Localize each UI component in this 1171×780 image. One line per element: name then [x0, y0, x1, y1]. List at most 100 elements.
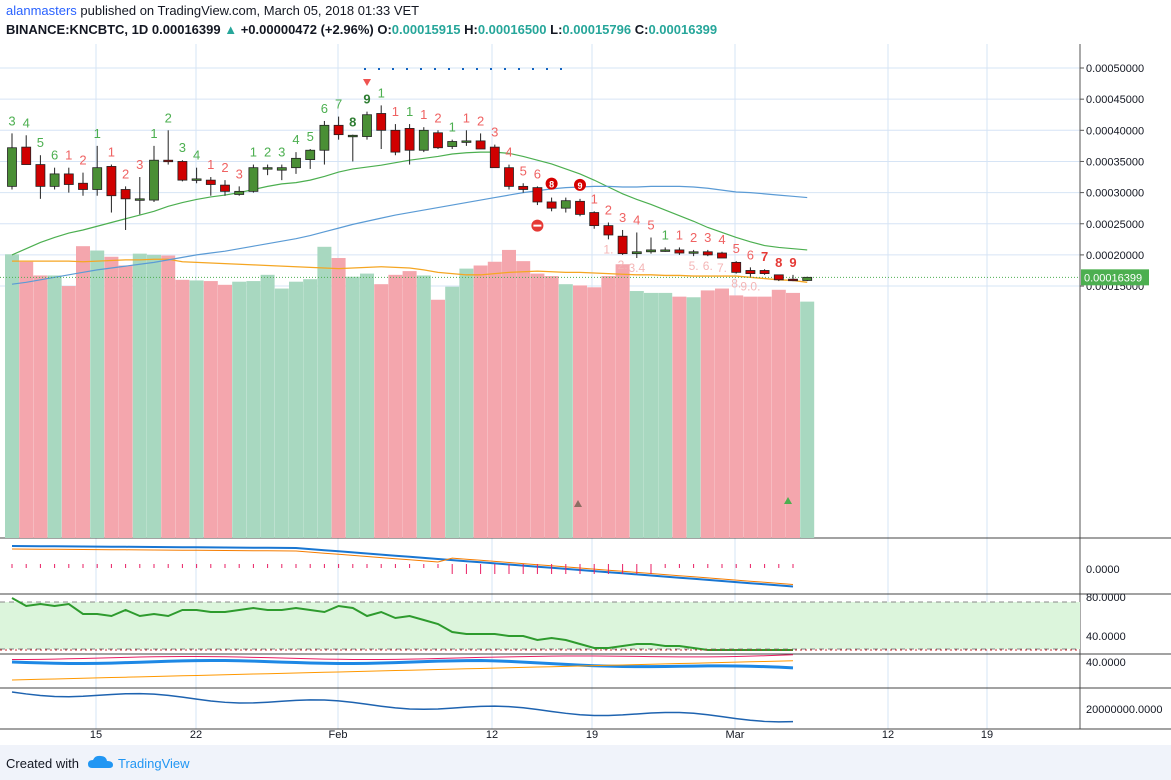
candle-body	[674, 249, 685, 254]
td-count-label: 3	[8, 113, 15, 128]
volume-bar	[473, 265, 488, 538]
td-count-label: 9	[789, 255, 796, 270]
volume-bar	[132, 253, 147, 539]
candle-body	[418, 129, 429, 151]
td-count-label: 5.	[689, 259, 699, 273]
td-count-label: 6	[747, 247, 754, 262]
volume-bar	[672, 296, 687, 538]
price-tick-label: 0.00050000	[1086, 63, 1144, 75]
candles	[7, 105, 813, 282]
candle-body	[78, 182, 88, 190]
open-value: 0.00015915	[391, 22, 461, 37]
volume-bar	[175, 279, 190, 538]
volume-bar	[47, 275, 62, 538]
volume-bar	[189, 280, 204, 538]
td-count-label: 1	[250, 145, 257, 160]
price-change: +0.00000472 (+2.96%)	[240, 22, 374, 37]
symbol-label[interactable]: BINANCE:KNCBTC, 1D	[6, 22, 149, 37]
candle-body	[717, 252, 727, 259]
candle-body	[291, 157, 301, 169]
volume-bar	[317, 246, 332, 538]
candle-body	[177, 161, 188, 181]
td-count-label: 3	[278, 145, 285, 160]
volume-bar	[587, 287, 602, 538]
td-count-label: 1	[591, 191, 598, 206]
volume-bar	[658, 292, 673, 538]
time-axis: 15 22 Feb 12 19 Mar 12 19	[90, 729, 993, 741]
candle-body	[234, 190, 245, 195]
td-count-label: 3	[136, 157, 143, 172]
td-count-label: 4	[505, 145, 512, 160]
volume-bar	[615, 264, 630, 538]
low-label: L:	[550, 22, 563, 37]
td-count-label: 1	[392, 104, 399, 119]
volume-bar	[303, 279, 318, 538]
volume-bar	[232, 281, 247, 538]
candle-body	[773, 274, 784, 281]
td-count-label: 1	[420, 107, 427, 122]
time-tick-label: Feb	[329, 729, 348, 741]
candle-body	[589, 212, 600, 227]
td-count-label: 8	[349, 115, 356, 130]
price-tick-label: 0.00040000	[1086, 125, 1144, 137]
td-count-label: 1	[406, 104, 413, 119]
td-count-label: 1	[676, 227, 683, 242]
candle-body	[802, 276, 813, 281]
td-count-label: 1	[378, 85, 385, 100]
volume-bars	[5, 246, 815, 539]
volume-bar	[246, 281, 261, 538]
osc-tick-label: 20000000.0000	[1086, 704, 1162, 716]
signal-dot	[420, 68, 422, 70]
signal-dot	[392, 68, 394, 70]
time-tick-label: 19	[981, 729, 993, 741]
td-count-label: 8.	[731, 277, 741, 291]
td-count-label: 5	[37, 135, 44, 150]
td-count-label: 2	[477, 113, 484, 128]
td-count-label: 6	[534, 166, 541, 181]
last-price-badge	[1081, 269, 1149, 286]
author-link[interactable]: alanmasters	[6, 3, 77, 18]
td-count-label: 2	[605, 203, 612, 218]
ma-blue-line	[11, 185, 808, 285]
candle-body	[702, 251, 713, 256]
osc-tick-label: 40.0000	[1086, 657, 1126, 669]
time-tick-label: Mar	[726, 729, 745, 741]
td-count-label: 6	[51, 148, 58, 163]
candle-body	[433, 132, 443, 149]
candle-body	[220, 184, 230, 192]
td-count-label: 3	[491, 125, 498, 140]
volume-bar	[218, 284, 232, 538]
volume-bar	[800, 301, 815, 538]
volume-bar	[530, 273, 545, 538]
candle-body	[120, 189, 131, 200]
td-count-label: 5	[647, 217, 654, 232]
signal-dot	[462, 68, 464, 70]
candle-body	[745, 270, 756, 274]
volume-bar	[445, 286, 460, 538]
td-count-label: 3	[619, 210, 626, 225]
td-count-label: 1	[94, 126, 101, 141]
td-count-label: 2	[434, 110, 441, 125]
candle-body	[262, 167, 273, 170]
candle-body	[603, 225, 614, 236]
candle-body	[347, 134, 358, 138]
volume-bar	[19, 261, 34, 538]
tradingview-cloud-icon	[88, 755, 113, 768]
td-sequential-counts: 3456121123123412312345678911112112345671…	[8, 68, 797, 507]
osc1-line	[11, 545, 794, 588]
volume-bar	[76, 246, 90, 539]
td-count-label: 9	[363, 92, 370, 107]
volume-bar	[402, 271, 417, 538]
candle-body	[560, 200, 571, 209]
volume-bar	[771, 289, 786, 538]
oscillators	[0, 545, 1080, 723]
price-chart[interactable]: 3456121123123412312345678911112112345671…	[0, 44, 1171, 745]
volume-bar	[147, 254, 161, 538]
publish-line: alanmasters published on TradingView.com…	[6, 3, 419, 18]
candle-body	[575, 200, 585, 215]
tradingview-brand[interactable]: TradingView	[118, 756, 190, 771]
volume-bar	[345, 276, 360, 538]
volume-bar	[90, 250, 105, 538]
volume-bar	[61, 286, 76, 538]
signal-dot	[546, 68, 548, 70]
